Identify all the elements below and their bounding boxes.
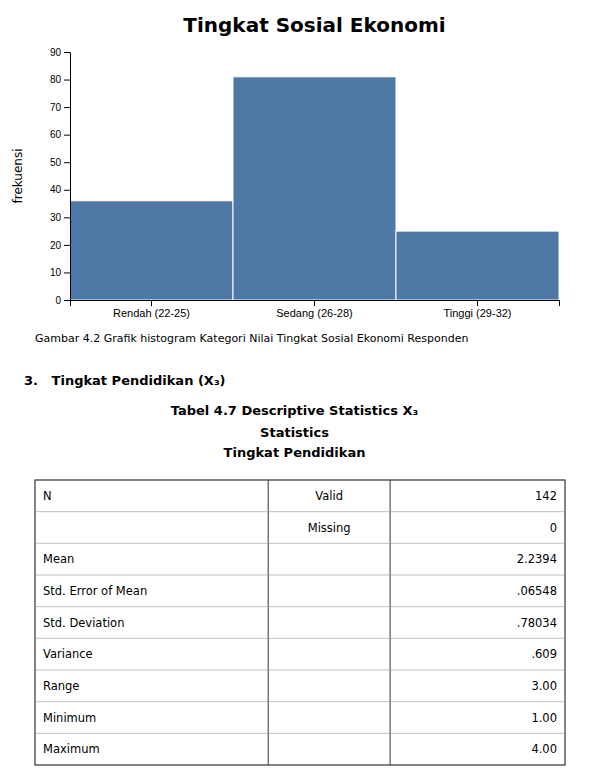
y-tick: 80 (50, 74, 70, 85)
tick-label: 10 (50, 267, 62, 278)
tick-label: 40 (50, 184, 62, 195)
tick-label: 80 (50, 74, 62, 85)
table-cells: N Valid 142 Missing 0 Mean 2.2394 Std. Error of… (43, 489, 557, 756)
tick-mark (64, 107, 70, 108)
tick-label: Sedang (26-28) (276, 307, 352, 319)
y-tick: 0 (55, 295, 70, 306)
y-tick: 90 (50, 47, 70, 58)
table-cell: .609 (531, 647, 557, 661)
table-border (35, 480, 565, 765)
table-cell: 1.00 (531, 711, 557, 725)
y-tick: 60 (50, 129, 70, 140)
y-axis-label: frekuensi (11, 148, 25, 203)
tick-mark (64, 245, 70, 246)
tick-mark (64, 80, 70, 81)
tick-mark (477, 300, 478, 306)
y-tick: 70 (50, 102, 70, 113)
tick-label: Tinggi (29-32) (443, 307, 511, 319)
tick-mark (64, 162, 70, 163)
table-section: 3. Tingkat Pendidikan (X₃) Tabel 4.7 Desc… (24, 373, 565, 765)
table-cell: Mean (43, 552, 74, 566)
caption: Gambar 4.2 Grafik histogram Kategori Nil… (35, 332, 468, 345)
table-row-divider (35, 701, 565, 702)
table-cell: 4.00 (531, 742, 557, 756)
table-cell: 142 (535, 489, 557, 503)
y-tick: 20 (50, 240, 70, 251)
tick-mark (151, 300, 152, 306)
table-cell: Std. Error of Mean (43, 584, 147, 598)
tick-mark (64, 217, 70, 218)
table-cell: .06548 (517, 584, 557, 598)
y-tick: 40 (50, 184, 70, 195)
x-tick: Rendah (22-25) (113, 300, 190, 319)
bar (233, 77, 396, 300)
table-title: Tabel 4.7 Descriptive Statistics X₃ (171, 403, 418, 418)
table-cell: N (43, 489, 52, 503)
y-tick: 30 (50, 212, 70, 223)
tick-label: 50 (50, 157, 62, 168)
table-cell: Missing (308, 521, 351, 535)
y-tick: 10 (50, 267, 70, 278)
table-column-divider (390, 480, 391, 765)
table-cell: 2.2394 (517, 552, 557, 566)
bar-chart: Tingkat Sosial Ekonomi 0 10 20 30 40 50 60 70 80 9… (11, 13, 560, 345)
bars (70, 77, 559, 300)
table-cell: Range (43, 679, 79, 693)
table-grid (35, 480, 565, 765)
tick-mark (64, 135, 70, 136)
section-label: 3. Tingkat Pendidikan (X₃) (24, 373, 226, 388)
table-cell: Minimum (43, 711, 96, 725)
table-subtitle: Tingkat Pendidikan (224, 445, 366, 460)
table-row-divider (35, 733, 565, 734)
table-subtitle: Statistics (260, 425, 329, 440)
table-cell: 0 (550, 521, 557, 535)
tick-mark (64, 52, 70, 53)
x-axis: Rendah (22-25) Sedang (26-28) Tinggi (29-3… (71, 300, 560, 319)
table-cell: .78034 (517, 616, 557, 630)
tick-mark (64, 272, 70, 273)
tick-label: 60 (50, 129, 62, 140)
x-tick: Tinggi (29-32) (443, 300, 511, 319)
tick-mark (64, 190, 70, 191)
table-row-divider (35, 575, 565, 576)
table-cell: 3.00 (531, 679, 557, 693)
tick-mark (64, 300, 70, 301)
table-cell: Valid (315, 489, 343, 503)
bar (70, 201, 233, 300)
tick-label: 30 (50, 212, 62, 223)
table-row-divider (35, 638, 565, 639)
table-column-divider (268, 480, 269, 765)
bar (396, 231, 559, 300)
table-cell: Maximum (43, 742, 100, 756)
table-row-divider (35, 511, 565, 512)
table-cell: Std. Deviation (43, 616, 124, 630)
tick-label: 90 (50, 47, 62, 58)
tick-label: Rendah (22-25) (113, 307, 190, 319)
table-row-divider (35, 606, 565, 607)
axis-line (64, 53, 71, 301)
table-row-divider (35, 670, 565, 671)
tick-label: 0 (55, 295, 61, 306)
axis-line (71, 301, 560, 307)
table-cell: Variance (43, 647, 93, 661)
x-tick: Sedang (26-28) (276, 300, 352, 319)
tick-mark (314, 300, 315, 306)
tick-label: 20 (50, 240, 62, 251)
y-tick: 50 (50, 157, 70, 168)
table-row-divider (35, 543, 565, 544)
chart-title: Tingkat Sosial Ekonomi (183, 13, 445, 37)
tick-label: 70 (50, 102, 62, 113)
page: Tingkat Sosial Ekonomi 0 10 20 30 40 50 60 70 80 9… (0, 0, 589, 776)
y-axis: 0 10 20 30 40 50 60 70 80 90 (50, 47, 71, 306)
